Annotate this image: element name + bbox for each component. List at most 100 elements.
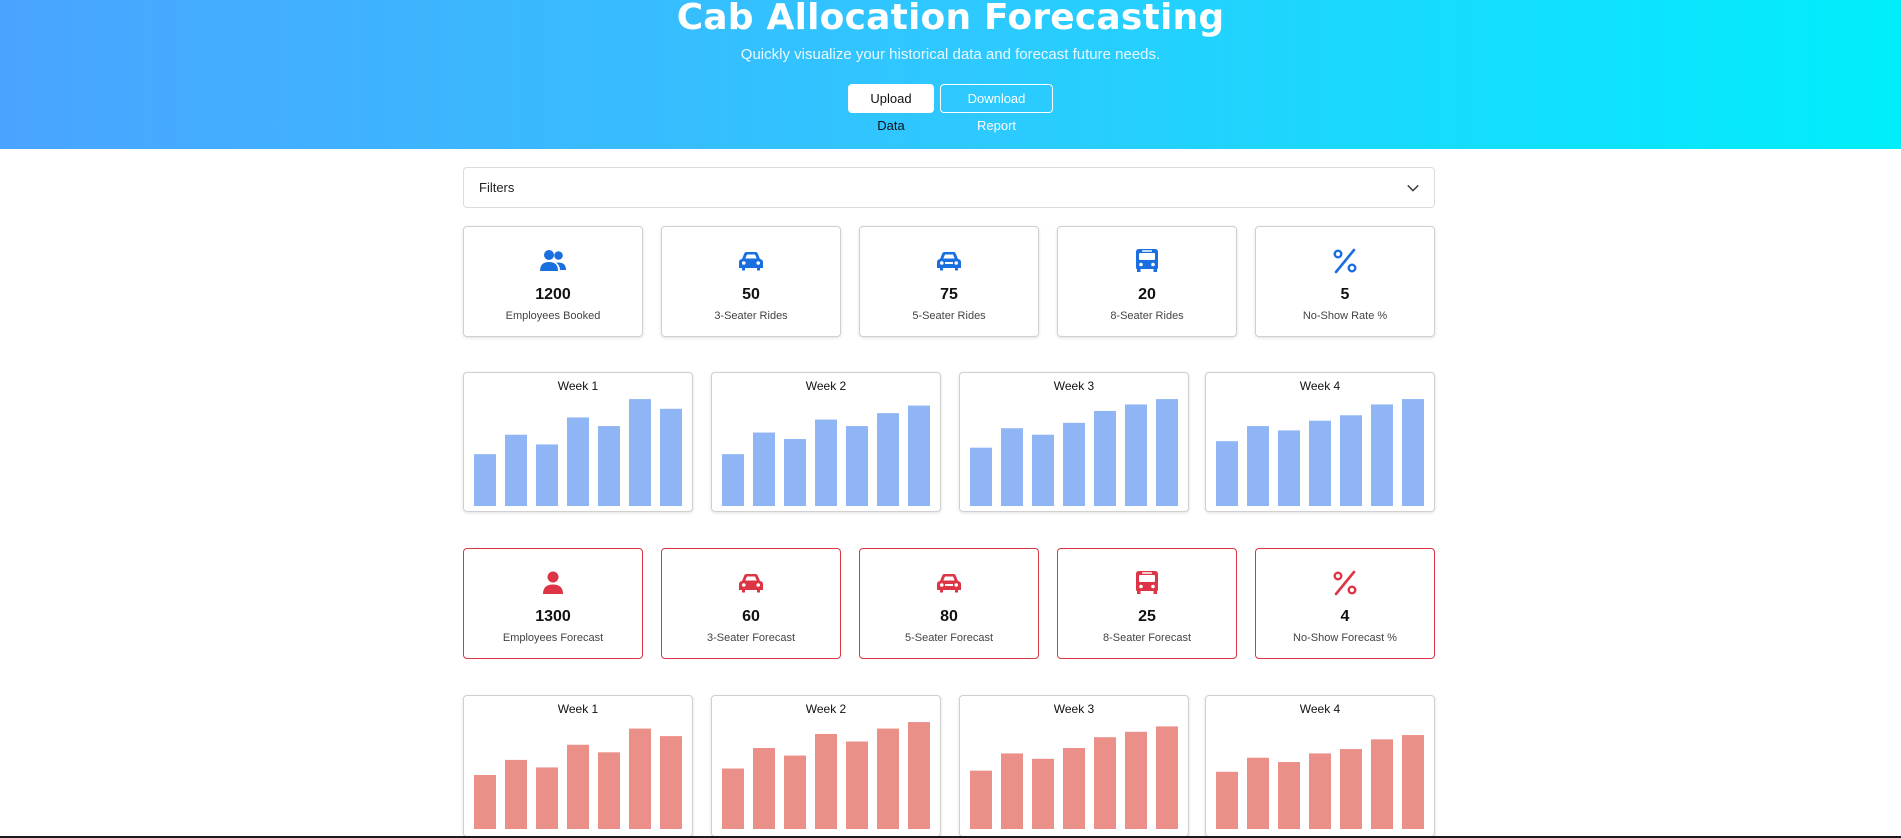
chart-title: Week 3	[1053, 379, 1095, 393]
stat-card-8-seater-forecast: 25 8-Seater Forecast	[1057, 548, 1237, 659]
bar-1	[1216, 441, 1238, 506]
bar-1	[722, 454, 744, 506]
bar-5	[846, 426, 868, 506]
bar-2	[1001, 428, 1023, 506]
chart-title: Week 4	[1299, 702, 1341, 716]
bar-4	[567, 417, 589, 506]
bar-7	[1156, 399, 1178, 506]
stat-card-8-seater-rides: 20 8-Seater Rides	[1057, 226, 1237, 337]
bar-6	[877, 728, 899, 829]
chart-title: Week 4	[1299, 379, 1341, 393]
forecast-chart-week-4: Week 4	[1205, 695, 1435, 837]
stat-label: 5-Seater Rides	[912, 310, 986, 322]
filters-label: Filters	[479, 180, 515, 195]
stat-card-no-show-rate: 5 No-Show Rate %	[1255, 226, 1435, 337]
bar-4	[815, 733, 837, 829]
stat-value: 5	[1340, 286, 1350, 303]
bus-icon	[1136, 571, 1158, 594]
bar-2	[753, 748, 775, 829]
bar-1	[474, 454, 496, 506]
historical-chart-week-4: Week 4	[1205, 372, 1435, 512]
chart-title: Week 1	[557, 379, 599, 393]
bar-5	[1094, 410, 1116, 506]
bar-1	[970, 770, 992, 829]
bar-5	[1340, 749, 1362, 829]
bar-2	[753, 432, 775, 506]
car-icon	[739, 252, 763, 271]
bar-3	[1032, 758, 1054, 829]
bar-4	[815, 419, 837, 506]
bar-1	[1216, 771, 1238, 829]
stat-label: Employees Forecast	[502, 632, 604, 644]
header-actions: Upload Data Download Report	[0, 84, 1901, 133]
stat-label: No-Show Rate %	[1302, 310, 1388, 322]
bar-4	[1063, 748, 1085, 829]
stat-value: 60	[742, 608, 760, 625]
bar-2	[1247, 757, 1269, 829]
bar-7	[660, 408, 682, 506]
bar-6	[629, 399, 651, 506]
bar-6	[1371, 739, 1393, 829]
stat-label: 5-Seater Forecast	[904, 632, 994, 644]
stat-card-employees-forecast: 1300 Employees Forecast	[463, 548, 643, 659]
stat-value: 25	[1138, 608, 1156, 625]
bar-7	[908, 405, 930, 506]
chart-title: Week 2	[805, 379, 847, 393]
bar-1	[970, 447, 992, 506]
bar-chart	[970, 399, 1178, 506]
historical-charts-row: Week 1 Week 2 Week 3 Week 4	[463, 372, 1435, 512]
stat-label: 3-Seater Rides	[714, 310, 788, 322]
stat-card-3-seater-forecast: 60 3-Seater Forecast	[661, 548, 841, 659]
stat-label: 3-Seater Forecast	[706, 632, 796, 644]
forecast-stats-row: 1300 Employees Forecast 60 3-Seater Fore…	[463, 548, 1435, 659]
bar-2	[1001, 753, 1023, 829]
bar-4	[1309, 753, 1331, 829]
stat-label: No-Show Forecast %	[1293, 632, 1397, 644]
bar-chart	[474, 399, 682, 506]
bar-chart	[1216, 399, 1424, 506]
stat-card-5-seater-rides: 75 5-Seater Rides	[859, 226, 1039, 337]
bar-chart	[474, 728, 682, 829]
historical-chart-week-3: Week 3	[959, 372, 1189, 512]
bar-5	[1340, 415, 1362, 506]
stat-card-no-show-forecast: 4 No-Show Forecast %	[1255, 548, 1435, 659]
stat-card-employees-booked: 1200 Employees Booked	[463, 226, 643, 337]
stat-label: 8-Seater Rides	[1110, 310, 1184, 322]
bar-5	[598, 426, 620, 506]
bar-7	[1402, 735, 1424, 829]
user-icon	[543, 571, 563, 594]
upload-data-button[interactable]: Upload Data	[848, 84, 934, 133]
stat-card-3-seater-rides: 50 3-Seater Rides	[661, 226, 841, 337]
chart-title: Week 1	[557, 702, 599, 716]
bar-chart	[1216, 735, 1424, 829]
filters-accordion[interactable]: Filters	[463, 167, 1435, 208]
bar-1	[474, 775, 496, 829]
car-icon	[937, 252, 961, 271]
stat-card-5-seater-forecast: 80 5-Seater Forecast	[859, 548, 1039, 659]
bar-4	[1063, 422, 1085, 506]
bar-6	[1125, 404, 1147, 506]
bottom-scrollbar[interactable]	[0, 836, 1901, 838]
bar-3	[784, 439, 806, 506]
bar-3	[1278, 762, 1300, 829]
bar-5	[598, 752, 620, 829]
bar-6	[629, 728, 651, 829]
bar-chart	[722, 405, 930, 506]
bar-3	[1278, 430, 1300, 506]
bar-5	[1094, 737, 1116, 829]
page-title: Cab Allocation Forecasting	[676, 0, 1225, 38]
bar-5	[846, 741, 868, 829]
stat-value: 80	[940, 608, 958, 625]
hero-header: Cab Allocation Forecasting Quickly visua…	[0, 0, 1901, 149]
bus-icon	[1136, 249, 1158, 272]
historical-stats-row: 1200 Employees Booked 50 3-Seater Rides …	[463, 226, 1435, 337]
forecast-charts-row: Week 1 Week 2 Week 3 Week 4	[463, 695, 1435, 837]
stat-label: Employees Booked	[505, 310, 601, 322]
bar-3	[784, 755, 806, 829]
page-subtitle: Quickly visualize your historical data a…	[740, 46, 1161, 63]
users-icon	[540, 250, 566, 271]
stat-value: 4	[1340, 608, 1350, 625]
bar-chart	[722, 722, 930, 829]
car-icon	[739, 574, 763, 593]
download-report-button[interactable]: Download Report	[940, 84, 1053, 133]
